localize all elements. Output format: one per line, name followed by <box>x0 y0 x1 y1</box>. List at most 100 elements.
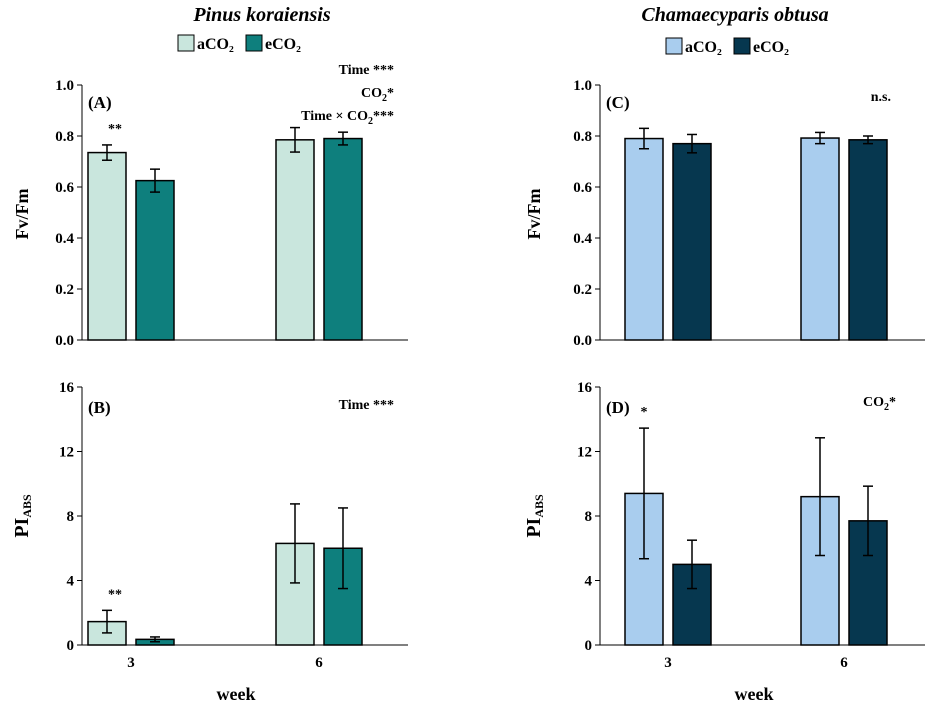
error-bar-c-week6-aco2 <box>815 131 825 145</box>
error-bar-b-week3-aco2 <box>102 609 112 634</box>
error-bar-a-week3-eco2 <box>150 168 160 193</box>
bar-d-week3-eco2 <box>672 563 712 646</box>
legend-swatch-pinus-eco2 <box>245 34 263 52</box>
stats-subscript: 2 <box>884 402 889 413</box>
panel-label-a: (A) <box>88 93 112 112</box>
stats-annotation-c-0: n.s. <box>871 90 891 105</box>
y-tick-label-a-5: 1.0 <box>55 78 74 94</box>
legend-label-pinus-eco2: eCO₂ <box>265 36 301 53</box>
stats-annotation-d-0: CO2* <box>863 395 896 413</box>
legend-swatch-chamaecyparis-eco2 <box>733 37 751 55</box>
stats-subscript: 2 <box>368 116 373 127</box>
y-tick-label-b-3: 12 <box>59 445 74 461</box>
y-axis-title-c: Fv/Fm <box>524 189 544 240</box>
legend-label-chamaecyparis-eco2: eCO₂ <box>753 39 789 56</box>
error-bar-a-week6-eco2 <box>338 131 348 146</box>
x-tick-label-b-1: 6 <box>315 655 323 671</box>
error-bar-c-week6-eco2 <box>863 135 873 145</box>
error-bar-b-week3-eco2 <box>150 636 160 643</box>
error-bar-d-week3-aco2 <box>639 427 649 560</box>
y-tick-label-d-0: 0 <box>585 638 593 654</box>
y-tick-label-d-4: 16 <box>577 380 593 396</box>
panel-label-b: (B) <box>88 398 111 417</box>
stats-text-part: CO <box>863 395 884 410</box>
y-tick-label-b-1: 4 <box>67 574 75 590</box>
error-bar-b-week6-eco2 <box>338 507 348 590</box>
bar-a-week6-aco2 <box>275 139 315 341</box>
y-tick-label-c-2: 0.4 <box>573 231 592 247</box>
bar-c-week6-eco2 <box>848 139 888 341</box>
panel-b: 0 4 8 12 16 3 ** 6 (B) Time *** PIABS <box>11 380 408 671</box>
significance-d-week3: * <box>641 405 648 420</box>
y-tick-label-d-3: 12 <box>577 445 592 461</box>
x-axis-title-left: week <box>217 684 256 704</box>
x-tick-label-d-1: 6 <box>840 655 848 671</box>
legend-label-pinus-aco2: aCO₂ <box>197 36 234 53</box>
bar-a-week6-eco2 <box>323 137 363 341</box>
stats-text-part: *** <box>373 109 394 124</box>
error-bar-d-week3-eco2 <box>687 539 697 590</box>
stats-annotation-b-0: Time *** <box>339 398 394 413</box>
error-bar-c-week3-aco2 <box>639 127 649 150</box>
y-tick-label-a-4: 0.8 <box>55 129 74 145</box>
y-tick-label-c-3: 0.6 <box>573 180 592 196</box>
panel-label-c: (C) <box>606 93 630 112</box>
y-tick-label-a-3: 0.6 <box>55 180 74 196</box>
y-tick-label-b-4: 16 <box>59 380 75 396</box>
stats-text-part: * <box>889 395 896 410</box>
panel-a: 0.00.20.40.60.81.0**(A)Time ***CO2*Time … <box>12 63 408 349</box>
y-axis-title-main: PI <box>523 517 545 537</box>
y-tick-label-b-2: 8 <box>67 509 75 525</box>
species-title-pinus: Pinus koraiensis <box>192 4 330 26</box>
y-axis-title-d: PIABS <box>523 494 546 538</box>
bar-a-week3-aco2 <box>87 151 127 341</box>
error-bar-a-week6-aco2 <box>290 126 300 153</box>
y-tick-label-c-0: 0.0 <box>573 333 592 349</box>
stats-subscript: 2 <box>382 93 387 104</box>
error-bar-c-week3-eco2 <box>687 133 697 154</box>
y-tick-label-d-2: 8 <box>585 509 593 525</box>
stats-text-part: CO <box>361 86 382 101</box>
y-axis-title-subscript: ABS <box>532 494 546 518</box>
y-tick-label-a-1: 0.2 <box>55 282 74 298</box>
y-tick-label-c-5: 1.0 <box>573 78 592 94</box>
stats-annotation-a-1: CO2* <box>361 86 394 104</box>
y-tick-label-a-2: 0.4 <box>55 231 74 247</box>
error-bar-d-week6-aco2 <box>815 437 825 557</box>
significance-a-week3: ** <box>108 122 122 137</box>
y-axis-title-b: PIABS <box>11 494 34 538</box>
y-axis-title-main: PI <box>11 517 33 537</box>
bar-c-week3-eco2 <box>672 142 712 341</box>
error-bar-b-week6-aco2 <box>290 503 300 584</box>
error-bar-d-week6-eco2 <box>863 485 873 557</box>
stats-text-part: Time × CO <box>301 109 368 124</box>
x-tick-label-d-0: 3 <box>664 655 672 671</box>
y-tick-label-d-1: 4 <box>585 574 593 590</box>
y-axis-title-a: Fv/Fm <box>12 189 32 240</box>
y-tick-label-a-0: 0.0 <box>55 333 74 349</box>
species-title-chamaecyparis: Chamaecyparis obtusa <box>641 4 828 26</box>
legend-swatch-chamaecyparis-aco2 <box>665 37 683 55</box>
y-axis-title-subscript: ABS <box>20 494 34 518</box>
y-tick-label-c-4: 0.8 <box>573 129 592 145</box>
panel-c: 0.0 0.2 0.4 0.6 0.8 1.0 (C) n.s. Fv/Fm <box>524 78 925 349</box>
panel-label-d: (D) <box>606 398 630 417</box>
x-tick-label-b-0: 3 <box>127 655 135 671</box>
bar-c-week3-aco2 <box>624 137 664 341</box>
error-bar-a-week3-aco2 <box>102 144 112 161</box>
bar-a-week3-eco2 <box>135 179 175 341</box>
x-axis-title-right: week <box>735 684 774 704</box>
y-tick-label-c-1: 0.2 <box>573 282 592 298</box>
significance-b-week3: ** <box>108 587 122 602</box>
y-tick-label-b-0: 0 <box>67 638 75 654</box>
legend-label-chamaecyparis-aco2: aCO₂ <box>685 39 722 56</box>
stats-text-part: * <box>387 86 394 101</box>
bar-c-week6-aco2 <box>800 137 840 341</box>
legend-pinus: aCO₂ eCO₂ <box>177 34 301 53</box>
panels: 0.00.20.40.60.81.0**(A)Time ***CO2*Time … <box>11 63 925 671</box>
stats-annotation-a-0: Time *** <box>339 63 394 78</box>
legend-swatch-pinus-aco2 <box>177 34 195 52</box>
stats-annotation-a-2: Time × CO2*** <box>301 109 394 127</box>
